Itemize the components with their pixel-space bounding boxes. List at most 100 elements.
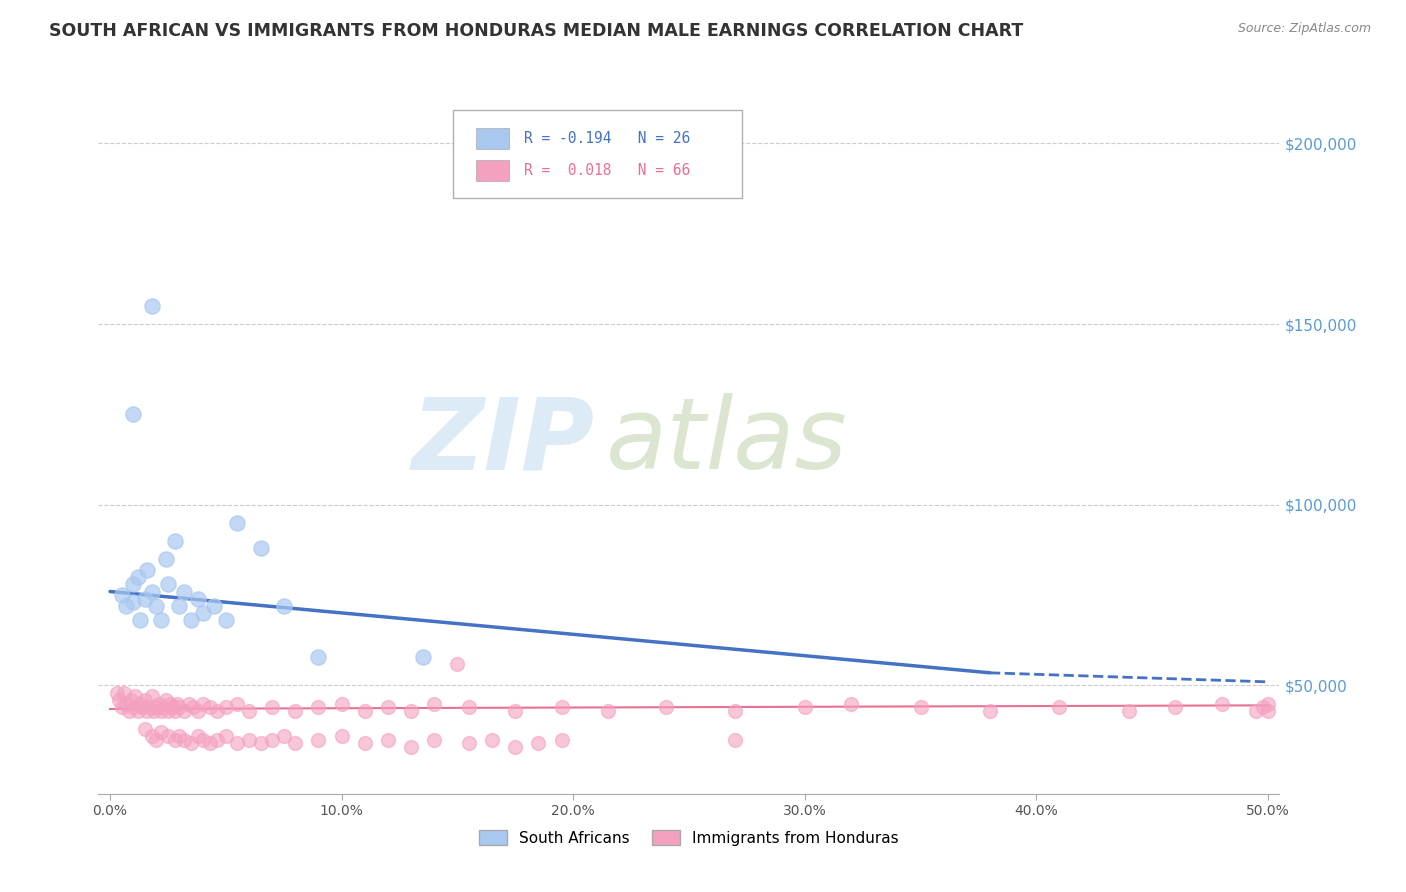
Point bbox=[145, 700, 167, 714]
Point bbox=[330, 697, 353, 711]
Point bbox=[134, 591, 156, 606]
Text: SOUTH AFRICAN VS IMMIGRANTS FROM HONDURAS MEDIAN MALE EARNINGS CORRELATION CHART: SOUTH AFRICAN VS IMMIGRANTS FROM HONDURA… bbox=[49, 22, 1024, 40]
Point bbox=[655, 700, 678, 714]
Point bbox=[330, 729, 353, 743]
Point bbox=[273, 599, 295, 613]
Point bbox=[1257, 697, 1279, 711]
Point bbox=[173, 732, 195, 747]
Point bbox=[412, 649, 434, 664]
Point bbox=[481, 732, 503, 747]
Point bbox=[187, 591, 209, 606]
Point bbox=[143, 704, 166, 718]
Point bbox=[191, 697, 214, 711]
Point bbox=[550, 700, 572, 714]
Point bbox=[1257, 704, 1279, 718]
Point bbox=[124, 690, 146, 704]
Point bbox=[423, 697, 446, 711]
Point bbox=[503, 739, 526, 754]
Point bbox=[110, 588, 132, 602]
Point bbox=[117, 704, 139, 718]
Point bbox=[180, 614, 202, 628]
Point bbox=[136, 563, 159, 577]
Point bbox=[122, 577, 145, 591]
Point bbox=[177, 697, 200, 711]
Point bbox=[108, 693, 131, 707]
Point bbox=[353, 704, 375, 718]
Point bbox=[205, 732, 228, 747]
Point bbox=[226, 736, 249, 750]
Point bbox=[138, 700, 160, 714]
Point bbox=[839, 697, 862, 711]
Point bbox=[149, 725, 172, 739]
Point bbox=[198, 736, 221, 750]
Point bbox=[238, 704, 260, 718]
Point bbox=[1251, 700, 1274, 714]
Point bbox=[979, 704, 1001, 718]
Point bbox=[134, 722, 156, 736]
Point bbox=[249, 736, 271, 750]
Point bbox=[458, 736, 481, 750]
Point bbox=[149, 614, 172, 628]
Point bbox=[273, 729, 295, 743]
Point bbox=[156, 729, 179, 743]
Point bbox=[159, 697, 181, 711]
Point bbox=[145, 599, 167, 613]
Point bbox=[262, 700, 284, 714]
Point bbox=[215, 729, 238, 743]
Point bbox=[527, 736, 550, 750]
Text: Source: ZipAtlas.com: Source: ZipAtlas.com bbox=[1237, 22, 1371, 36]
Point bbox=[353, 736, 375, 750]
Point bbox=[307, 649, 329, 664]
Point bbox=[129, 697, 152, 711]
Point bbox=[307, 732, 329, 747]
Point bbox=[180, 736, 202, 750]
Point bbox=[122, 700, 145, 714]
Point bbox=[173, 584, 195, 599]
Point bbox=[134, 693, 156, 707]
Point bbox=[105, 686, 128, 700]
Point bbox=[1118, 704, 1140, 718]
Point bbox=[156, 704, 179, 718]
Point bbox=[163, 732, 186, 747]
Point bbox=[262, 732, 284, 747]
Point bbox=[377, 700, 399, 714]
Point bbox=[169, 729, 191, 743]
Point bbox=[910, 700, 932, 714]
Text: R = -0.194   N = 26: R = -0.194 N = 26 bbox=[523, 131, 690, 146]
Point bbox=[115, 599, 138, 613]
Point bbox=[131, 700, 153, 714]
Point bbox=[122, 595, 145, 609]
Point bbox=[238, 732, 260, 747]
Point bbox=[226, 697, 249, 711]
Point bbox=[183, 700, 205, 714]
Text: ZIP: ZIP bbox=[412, 393, 595, 490]
Point bbox=[163, 533, 186, 548]
Point bbox=[141, 690, 163, 704]
Point bbox=[377, 732, 399, 747]
Point bbox=[169, 700, 191, 714]
Point bbox=[155, 552, 177, 566]
FancyBboxPatch shape bbox=[477, 128, 509, 149]
Point bbox=[550, 732, 572, 747]
Point bbox=[215, 700, 238, 714]
Point bbox=[458, 700, 481, 714]
Point bbox=[127, 704, 149, 718]
Point bbox=[187, 704, 209, 718]
Point bbox=[191, 606, 214, 620]
Point bbox=[446, 657, 468, 671]
Point bbox=[1246, 704, 1268, 718]
Point bbox=[191, 732, 214, 747]
Point bbox=[284, 736, 307, 750]
Text: R =  0.018   N = 66: R = 0.018 N = 66 bbox=[523, 162, 690, 178]
Point bbox=[129, 614, 152, 628]
Point bbox=[503, 704, 526, 718]
Point bbox=[120, 693, 142, 707]
Point bbox=[112, 686, 135, 700]
Legend: South Africans, Immigrants from Honduras: South Africans, Immigrants from Honduras bbox=[471, 822, 907, 853]
Point bbox=[307, 700, 329, 714]
Point bbox=[152, 700, 174, 714]
Point bbox=[127, 570, 149, 584]
Point bbox=[1211, 697, 1233, 711]
Point bbox=[1164, 700, 1187, 714]
Point bbox=[215, 614, 238, 628]
